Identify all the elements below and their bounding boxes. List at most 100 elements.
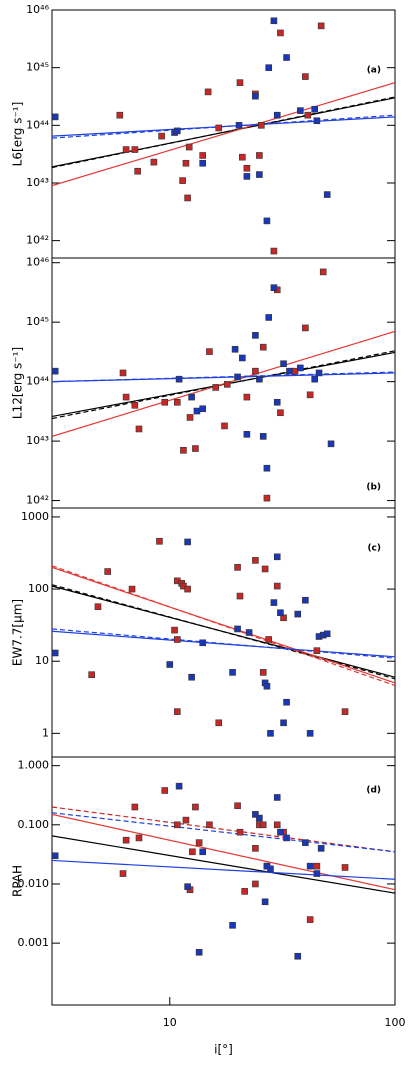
point — [150, 158, 158, 166]
fit-line — [52, 566, 395, 684]
point — [277, 409, 284, 417]
point — [52, 852, 59, 860]
point — [243, 164, 251, 172]
point — [134, 167, 141, 175]
point — [252, 845, 259, 852]
point — [156, 537, 163, 545]
fit-line — [52, 812, 395, 853]
point — [270, 599, 278, 606]
point — [206, 348, 213, 355]
point — [234, 625, 241, 633]
point — [313, 870, 321, 877]
point — [199, 152, 206, 159]
point — [195, 839, 203, 846]
point — [259, 821, 267, 829]
point — [306, 730, 314, 737]
point — [273, 111, 281, 119]
point — [122, 146, 130, 153]
point — [297, 364, 304, 372]
point — [270, 17, 278, 25]
point — [297, 107, 304, 114]
point — [243, 431, 251, 438]
y-tick-label: 1.000 — [18, 759, 50, 772]
point — [302, 596, 309, 604]
point — [283, 698, 290, 706]
y-tick-label: 10 — [35, 654, 49, 667]
point — [273, 794, 281, 801]
point — [235, 122, 243, 129]
point — [280, 719, 287, 727]
point — [280, 360, 287, 368]
point — [173, 398, 181, 406]
point — [116, 111, 124, 119]
point — [323, 191, 331, 198]
point — [135, 425, 143, 433]
point — [323, 630, 331, 638]
y-tick-label: 0.100 — [18, 818, 50, 831]
point — [319, 268, 327, 276]
point — [180, 447, 187, 454]
point — [184, 883, 191, 890]
point — [252, 811, 259, 818]
point — [256, 171, 263, 178]
y-tick-label: 10⁴⁵ — [26, 61, 49, 74]
plot-frame — [51, 756, 396, 1006]
point — [192, 445, 199, 452]
y-axis-label: L6[erg s⁻¹] — [11, 102, 25, 167]
point — [313, 647, 321, 654]
plot-area — [52, 268, 395, 502]
point — [158, 132, 165, 140]
point — [199, 405, 206, 413]
point — [306, 391, 314, 399]
x-tick-label: 100 — [385, 1016, 406, 1029]
point — [273, 582, 281, 590]
fit-line — [52, 330, 395, 437]
point — [215, 124, 223, 132]
fit-line — [52, 584, 395, 680]
point — [221, 422, 228, 430]
point — [122, 393, 130, 401]
plot-area — [52, 782, 395, 960]
point — [267, 730, 274, 737]
point — [263, 682, 271, 690]
y-tick-label: 0.001 — [18, 936, 50, 949]
point — [265, 636, 273, 643]
point — [302, 839, 309, 846]
point — [273, 398, 281, 406]
point — [243, 393, 251, 401]
y-tick-label: 1000 — [21, 510, 49, 523]
y-tick-label: 10⁴⁶ — [26, 256, 49, 269]
point — [317, 22, 325, 30]
point — [236, 79, 244, 86]
point — [88, 671, 95, 679]
panel-label: (a) — [367, 66, 381, 76]
fit-line — [52, 806, 395, 853]
point — [184, 194, 191, 202]
point — [184, 585, 191, 593]
y-tick-label: 10⁴³ — [26, 434, 49, 447]
point — [273, 821, 281, 829]
point — [119, 369, 127, 377]
fit-line — [52, 116, 395, 137]
point — [131, 803, 139, 811]
point — [179, 177, 186, 184]
point — [119, 870, 127, 877]
point — [231, 345, 239, 353]
point — [258, 122, 265, 129]
point — [302, 73, 309, 80]
point — [182, 159, 190, 167]
panel-label: (d) — [366, 786, 381, 796]
point — [236, 592, 244, 600]
point — [188, 673, 195, 681]
point — [241, 888, 248, 895]
point — [277, 29, 284, 37]
point — [256, 152, 263, 159]
point — [302, 324, 309, 332]
point — [252, 880, 259, 888]
point — [199, 848, 206, 856]
point — [52, 649, 59, 657]
point — [311, 375, 318, 383]
fit-line — [52, 96, 395, 169]
y-axis-label: EW7.7[μm] — [11, 599, 25, 666]
